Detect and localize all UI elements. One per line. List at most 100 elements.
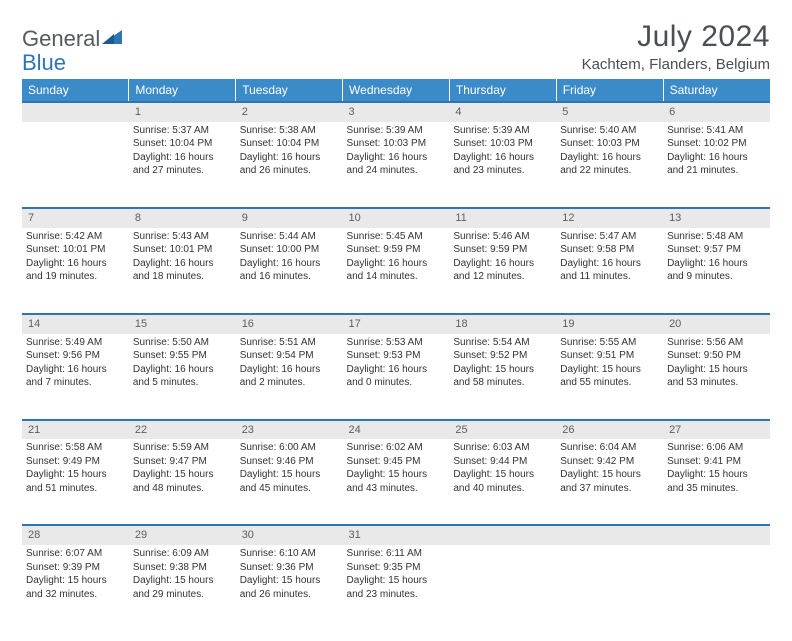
sunset-text: Sunset: 10:01 PM — [133, 243, 232, 257]
day-number: 7 — [22, 208, 129, 228]
daylight-text-1: Daylight: 15 hours — [133, 574, 232, 588]
daylight-text-1: Daylight: 16 hours — [133, 363, 232, 377]
day-number: 9 — [236, 208, 343, 228]
sunrise-text: Sunrise: 6:04 AM — [560, 441, 659, 455]
sunrise-text: Sunrise: 5:39 AM — [347, 124, 446, 138]
day-number: 2 — [236, 102, 343, 122]
day-number: 12 — [556, 208, 663, 228]
day-cell: Sunrise: 5:54 AMSunset: 9:52 PMDaylight:… — [449, 334, 556, 420]
day-number: 25 — [449, 420, 556, 440]
sunrise-text: Sunrise: 6:09 AM — [133, 547, 232, 561]
day-number-row: 123456 — [22, 102, 770, 122]
daylight-text-1: Daylight: 15 hours — [560, 468, 659, 482]
day-number-empty — [449, 525, 556, 545]
sunrise-text: Sunrise: 6:06 AM — [667, 441, 766, 455]
sunrise-text: Sunrise: 5:49 AM — [26, 336, 125, 350]
day-cell: Sunrise: 5:39 AMSunset: 10:03 PMDaylight… — [449, 122, 556, 208]
daylight-text-1: Daylight: 16 hours — [347, 151, 446, 165]
sunset-text: Sunset: 9:55 PM — [133, 349, 232, 363]
daylight-text-1: Daylight: 16 hours — [667, 257, 766, 271]
daylight-text-2: and 11 minutes. — [560, 270, 659, 284]
sunset-text: Sunset: 9:44 PM — [453, 455, 552, 469]
daylight-text-1: Daylight: 16 hours — [26, 363, 125, 377]
title-block: July 2024 Kachtem, Flanders, Belgium — [582, 20, 770, 73]
sunset-text: Sunset: 9:54 PM — [240, 349, 339, 363]
sunset-text: Sunset: 9:58 PM — [560, 243, 659, 257]
daylight-text-1: Daylight: 16 hours — [560, 257, 659, 271]
daylight-text-1: Daylight: 15 hours — [26, 574, 125, 588]
brand-part1: General — [22, 26, 100, 52]
sunrise-text: Sunrise: 5:37 AM — [133, 124, 232, 138]
day-number-row: 78910111213 — [22, 208, 770, 228]
day-number: 21 — [22, 420, 129, 440]
sunrise-text: Sunrise: 5:58 AM — [26, 441, 125, 455]
daylight-text-1: Daylight: 15 hours — [240, 574, 339, 588]
day-cell: Sunrise: 5:41 AMSunset: 10:02 PMDaylight… — [663, 122, 770, 208]
day-number: 11 — [449, 208, 556, 228]
day-number: 30 — [236, 525, 343, 545]
weekday-row: SundayMondayTuesdayWednesdayThursdayFrid… — [22, 79, 770, 102]
sunset-text: Sunset: 9:39 PM — [26, 561, 125, 575]
daylight-text-2: and 51 minutes. — [26, 482, 125, 496]
daylight-text-2: and 26 minutes. — [240, 164, 339, 178]
sunset-text: Sunset: 9:46 PM — [240, 455, 339, 469]
day-number: 18 — [449, 314, 556, 334]
daylight-text-1: Daylight: 15 hours — [240, 468, 339, 482]
day-content-row: Sunrise: 6:07 AMSunset: 9:39 PMDaylight:… — [22, 545, 770, 631]
daylight-text-2: and 14 minutes. — [347, 270, 446, 284]
weekday-header: Wednesday — [343, 79, 450, 102]
brand-part2: Blue — [22, 50, 66, 76]
day-cell: Sunrise: 5:44 AMSunset: 10:00 PMDaylight… — [236, 228, 343, 314]
page-header: General July 2024 Kachtem, Flanders, Bel… — [22, 20, 770, 73]
sunrise-text: Sunrise: 6:10 AM — [240, 547, 339, 561]
daylight-text-2: and 37 minutes. — [560, 482, 659, 496]
day-cell: Sunrise: 6:10 AMSunset: 9:36 PMDaylight:… — [236, 545, 343, 631]
day-cell: Sunrise: 6:11 AMSunset: 9:35 PMDaylight:… — [343, 545, 450, 631]
sunset-text: Sunset: 9:51 PM — [560, 349, 659, 363]
sunrise-text: Sunrise: 5:39 AM — [453, 124, 552, 138]
day-cell: Sunrise: 5:40 AMSunset: 10:03 PMDaylight… — [556, 122, 663, 208]
sunrise-text: Sunrise: 5:55 AM — [560, 336, 659, 350]
location-text: Kachtem, Flanders, Belgium — [582, 56, 770, 73]
day-number: 16 — [236, 314, 343, 334]
sunrise-text: Sunrise: 5:40 AM — [560, 124, 659, 138]
day-cell: Sunrise: 5:50 AMSunset: 9:55 PMDaylight:… — [129, 334, 236, 420]
sunset-text: Sunset: 10:00 PM — [240, 243, 339, 257]
daylight-text-2: and 22 minutes. — [560, 164, 659, 178]
day-number: 28 — [22, 525, 129, 545]
day-number: 26 — [556, 420, 663, 440]
sunset-text: Sunset: 9:57 PM — [667, 243, 766, 257]
sunset-text: Sunset: 9:41 PM — [667, 455, 766, 469]
daylight-text-2: and 26 minutes. — [240, 588, 339, 602]
sunset-text: Sunset: 9:35 PM — [347, 561, 446, 575]
sunset-text: Sunset: 9:59 PM — [347, 243, 446, 257]
day-number: 3 — [343, 102, 450, 122]
daylight-text-2: and 40 minutes. — [453, 482, 552, 496]
day-cell-empty — [22, 122, 129, 208]
day-cell: Sunrise: 6:06 AMSunset: 9:41 PMDaylight:… — [663, 439, 770, 525]
sunrise-text: Sunrise: 5:48 AM — [667, 230, 766, 244]
day-cell: Sunrise: 5:53 AMSunset: 9:53 PMDaylight:… — [343, 334, 450, 420]
daylight-text-2: and 16 minutes. — [240, 270, 339, 284]
daylight-text-2: and 45 minutes. — [240, 482, 339, 496]
sunset-text: Sunset: 9:45 PM — [347, 455, 446, 469]
daylight-text-1: Daylight: 16 hours — [26, 257, 125, 271]
daylight-text-1: Daylight: 16 hours — [133, 151, 232, 165]
day-number: 1 — [129, 102, 236, 122]
day-cell: Sunrise: 6:09 AMSunset: 9:38 PMDaylight:… — [129, 545, 236, 631]
day-number: 8 — [129, 208, 236, 228]
daylight-text-1: Daylight: 15 hours — [26, 468, 125, 482]
sunrise-text: Sunrise: 5:54 AM — [453, 336, 552, 350]
weekday-header: Friday — [556, 79, 663, 102]
sunset-text: Sunset: 9:36 PM — [240, 561, 339, 575]
day-cell: Sunrise: 5:43 AMSunset: 10:01 PMDaylight… — [129, 228, 236, 314]
sunrise-text: Sunrise: 5:50 AM — [133, 336, 232, 350]
daylight-text-1: Daylight: 16 hours — [240, 151, 339, 165]
daylight-text-2: and 23 minutes. — [453, 164, 552, 178]
day-cell: Sunrise: 5:55 AMSunset: 9:51 PMDaylight:… — [556, 334, 663, 420]
daylight-text-1: Daylight: 15 hours — [560, 363, 659, 377]
sunrise-text: Sunrise: 6:11 AM — [347, 547, 446, 561]
day-content-row: Sunrise: 5:42 AMSunset: 10:01 PMDaylight… — [22, 228, 770, 314]
day-number-row: 21222324252627 — [22, 420, 770, 440]
daylight-text-2: and 35 minutes. — [667, 482, 766, 496]
